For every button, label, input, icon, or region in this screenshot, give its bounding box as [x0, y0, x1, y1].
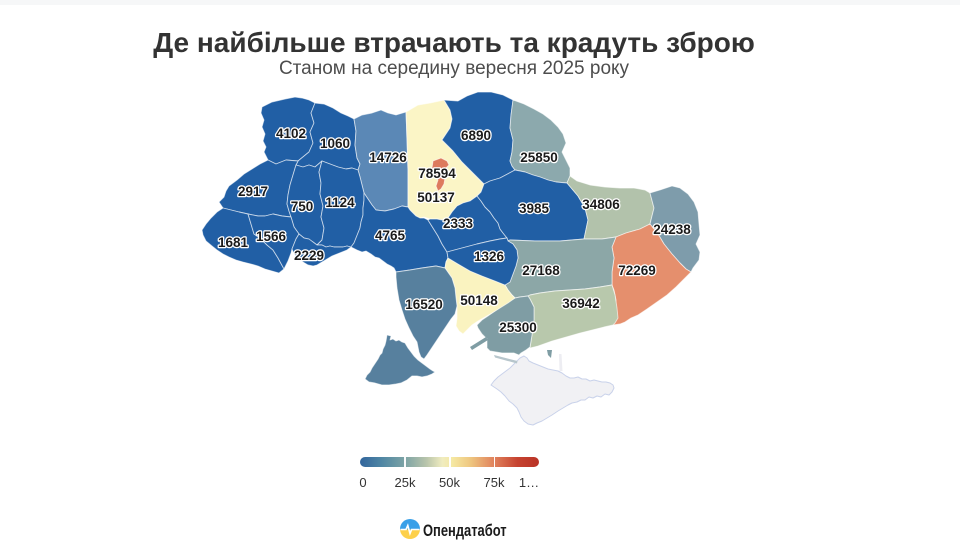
svg-text:25300: 25300: [499, 320, 537, 335]
svg-text:750: 750: [291, 199, 314, 214]
svg-text:1681: 1681: [218, 235, 249, 250]
svg-text:1326: 1326: [474, 249, 505, 264]
svg-text:3985: 3985: [519, 201, 550, 216]
svg-text:14726: 14726: [369, 150, 407, 165]
svg-text:78594: 78594: [418, 166, 456, 181]
svg-text:34806: 34806: [582, 197, 620, 212]
svg-text:6890: 6890: [461, 128, 491, 143]
svg-text:25850: 25850: [520, 150, 558, 165]
svg-text:1566: 1566: [256, 229, 287, 244]
svg-text:2229: 2229: [294, 248, 324, 263]
svg-text:1124: 1124: [325, 195, 355, 210]
svg-text:2917: 2917: [238, 184, 268, 199]
svg-text:50148: 50148: [460, 293, 498, 308]
svg-text:50137: 50137: [417, 190, 455, 205]
svg-text:1060: 1060: [320, 136, 350, 151]
svg-text:4102: 4102: [276, 126, 306, 141]
svg-text:4765: 4765: [375, 228, 406, 243]
svg-text:36942: 36942: [562, 296, 600, 311]
svg-text:2333: 2333: [443, 216, 474, 231]
svg-text:16520: 16520: [405, 297, 443, 312]
svg-text:24238: 24238: [653, 222, 691, 237]
svg-text:72269: 72269: [618, 263, 656, 278]
svg-text:27168: 27168: [522, 263, 560, 278]
